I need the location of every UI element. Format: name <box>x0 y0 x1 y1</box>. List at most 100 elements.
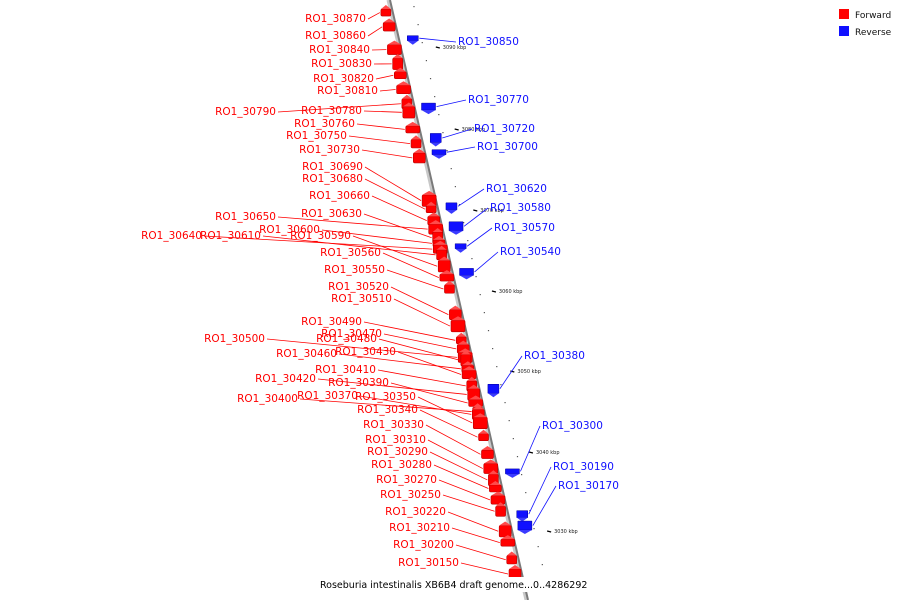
forward-gene-leader <box>363 110 402 113</box>
reverse-gene-arrowhead <box>449 230 464 235</box>
reverse-gene-arrowhead <box>487 393 499 398</box>
forward-gene-leader <box>363 213 432 239</box>
forward-gene-label: RO1_30680 <box>302 173 363 185</box>
reverse-gene-marker <box>429 133 442 143</box>
forward-swatch <box>839 9 849 19</box>
guide-dot <box>500 384 502 386</box>
forward-gene-label: RO1_30310 <box>365 434 426 446</box>
reverse-gene-arrowhead <box>407 40 419 45</box>
forward-gene-label: RO1_30200 <box>393 539 454 551</box>
forward-gene-arrowhead <box>436 245 447 250</box>
forward-gene-arrowhead <box>428 220 443 225</box>
forward-gene-leader <box>338 353 461 370</box>
forward-gene-arrowhead <box>472 403 483 408</box>
reverse-gene-label: RO1_30190 <box>553 461 614 473</box>
forward-gene-arrowhead <box>473 413 488 418</box>
reverse-gene-arrowhead <box>459 275 474 280</box>
forward-gene-label: RO1_30860 <box>305 30 366 42</box>
forward-gene-leader <box>393 298 451 327</box>
forward-gene-marker <box>481 449 494 459</box>
forward-gene-label: RO1_30840 <box>309 44 370 56</box>
forward-gene-marker <box>402 106 416 119</box>
forward-gene-arrowhead <box>392 54 403 59</box>
forward-gene-leader <box>451 527 500 544</box>
forward-gene-label: RO1_30150 <box>398 557 459 569</box>
forward-gene-label: RO1_30820 <box>313 73 374 85</box>
guide-dot <box>413 6 415 8</box>
forward-gene-marker <box>506 555 518 565</box>
forward-gene-label: RO1_30460 <box>276 348 337 360</box>
scale-tick-mark <box>435 46 440 49</box>
reverse-gene-leader <box>436 99 467 107</box>
forward-gene-leader <box>356 123 405 130</box>
reverse-gene-leader <box>463 207 489 227</box>
forward-gene-marker <box>500 538 516 547</box>
forward-gene-label: RO1_30650 <box>215 211 276 223</box>
forward-gene-arrowhead <box>432 227 443 232</box>
scale-tick-mark <box>473 209 478 212</box>
reverse-gene-marker <box>487 384 500 394</box>
reverse-gene-marker <box>431 149 447 155</box>
legend-forward-label: Forward <box>855 11 891 21</box>
forward-gene-leader <box>262 235 436 256</box>
guide-dot <box>446 150 448 152</box>
guide-dot <box>533 528 535 530</box>
forward-gene-label: RO1_30640 <box>141 230 202 242</box>
forward-gene-marker <box>489 484 502 493</box>
scale-tick-mark <box>546 530 552 533</box>
forward-gene-arrowhead <box>495 502 506 507</box>
forward-gene-leader <box>266 338 458 358</box>
forward-gene-leader <box>438 479 491 501</box>
forward-gene-label: RO1_30350 <box>355 391 416 403</box>
guide-dot <box>521 474 523 476</box>
forward-gene-leader <box>375 74 394 80</box>
forward-gene-marker <box>382 22 396 32</box>
forward-gene-arrowhead <box>462 366 477 371</box>
forward-gene-leader <box>364 178 426 210</box>
forward-gene-label: RO1_30340 <box>357 404 418 416</box>
scale-tick-label: 3090 kbp <box>443 45 467 51</box>
forward-gene-label: RO1_30270 <box>376 474 437 486</box>
forward-gene-marker <box>410 139 422 149</box>
guide-dot <box>525 492 527 494</box>
forward-gene-marker <box>472 416 488 430</box>
forward-gene-label: RO1_30470 <box>321 328 382 340</box>
forward-gene-arrowhead <box>467 384 480 389</box>
guide-dot <box>475 276 477 278</box>
forward-gene-marker <box>394 71 407 80</box>
guide-dot <box>516 456 519 458</box>
guide-dot <box>454 186 456 188</box>
guide-dot <box>487 330 490 332</box>
forward-gene-arrowhead <box>478 429 489 434</box>
forward-gene-arrowhead <box>444 280 455 285</box>
forward-gene-arrowhead <box>500 535 515 540</box>
reverse-swatch <box>839 26 849 36</box>
forward-gene-label: RO1_30600 <box>259 224 320 236</box>
forward-gene-marker <box>495 505 506 517</box>
forward-gene-arrowhead <box>483 459 498 464</box>
reverse-gene-label: RO1_30850 <box>458 36 519 48</box>
forward-gene-leader <box>321 229 433 244</box>
scale-tick-mark <box>528 451 534 454</box>
forward-gene-label: RO1_30610 <box>200 230 261 242</box>
forward-gene-arrowhead <box>402 102 415 107</box>
forward-gene-marker <box>392 57 403 70</box>
forward-gene-arrowhead <box>401 94 412 99</box>
guide-dot <box>429 78 432 80</box>
forward-gene-leader <box>367 26 383 37</box>
forward-gene-label: RO1_30420 <box>255 373 316 385</box>
forward-gene-label: RO1_30370 <box>297 390 358 402</box>
reverse-gene-marker <box>445 202 458 211</box>
reverse-gene-marker <box>421 102 436 111</box>
forward-gene-arrowhead <box>394 67 407 72</box>
guide-dot <box>492 348 494 350</box>
forward-gene-label: RO1_30590 <box>290 230 351 242</box>
reverse-gene-leader <box>499 355 523 389</box>
guide-dot <box>467 240 469 242</box>
forward-gene-arrowhead <box>426 201 437 206</box>
reverse-gene-arrowhead <box>432 154 447 159</box>
guide-dot <box>438 114 440 116</box>
guide-dot <box>508 420 510 422</box>
forward-gene-label: RO1_30510 <box>331 293 392 305</box>
forward-gene-arrowhead <box>490 491 505 496</box>
